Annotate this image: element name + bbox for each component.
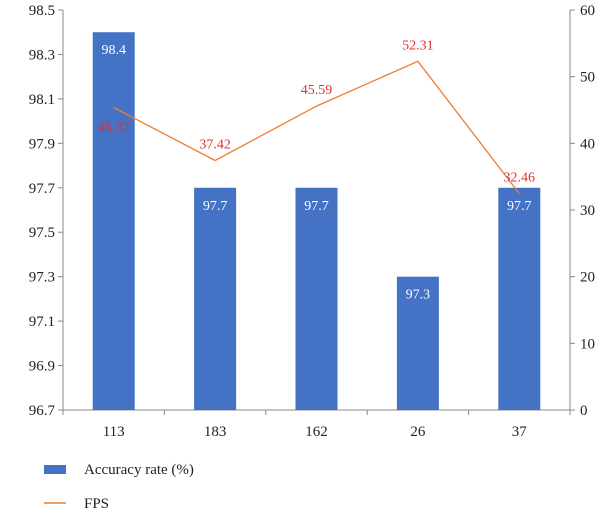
line-data-label: 52.31	[402, 38, 434, 53]
fps-line-group	[113, 60, 520, 194]
bar	[194, 187, 237, 410]
x-ticks: 113 183 162 26 37	[62, 410, 571, 440]
legend-label-fps: FPS	[84, 496, 109, 512]
legend-label-accuracy: Accuracy rate (%)	[84, 462, 194, 478]
legend-swatch-accuracy	[44, 465, 66, 474]
left-tick-label: 98.3	[29, 47, 55, 63]
x-tick-label: 113	[103, 424, 125, 440]
left-tick-label: 97.1	[29, 314, 55, 330]
left-tick-label: 98.5	[29, 3, 55, 19]
left-axis-ticks: 96.7 96.9 97.1 97.3 97.5 97.7 97.9 98.1 98.3 98.5	[29, 3, 63, 419]
line-data-label: 45.59	[301, 83, 333, 98]
x-tick-label: 26	[410, 424, 426, 440]
bar	[396, 276, 439, 410]
right-tick-label: 50	[580, 70, 595, 86]
right-tick-label: 20	[580, 270, 595, 286]
right-tick-label: 40	[580, 136, 595, 152]
bar-data-label: 97.7	[304, 199, 329, 214]
right-tick-label: 10	[580, 336, 595, 352]
left-tick-label: 96.9	[29, 359, 55, 375]
bars	[92, 32, 541, 410]
fps-line	[113, 60, 520, 194]
right-tick-label: 0	[580, 403, 588, 419]
right-tick-label: 30	[580, 203, 595, 219]
line-data-label: 37.42	[199, 138, 231, 153]
bar-data-label: 97.3	[406, 288, 431, 303]
bar-data-label: 97.7	[203, 199, 228, 214]
bar-data-label: 98.4	[101, 43, 126, 58]
left-tick-label: 97.3	[29, 270, 55, 286]
line-data-label: 45.37	[98, 121, 130, 136]
bar	[498, 187, 541, 410]
line-labels: 45.37 37.42 45.59 52.31 32.46	[98, 38, 535, 185]
right-tick-label: 60	[580, 3, 595, 19]
left-tick-label: 97.7	[29, 181, 56, 197]
left-tick-label: 97.9	[29, 136, 55, 152]
bar-data-label: 97.7	[507, 199, 532, 214]
left-tick-label: 98.1	[29, 92, 55, 108]
line-data-label: 32.46	[504, 171, 536, 186]
left-tick-label: 97.5	[29, 225, 55, 241]
bar-labels: 98.4 97.7 97.7 97.3 97.7	[101, 43, 531, 302]
x-tick-label: 183	[204, 424, 227, 440]
bar	[92, 32, 135, 410]
x-tick-label: 37	[512, 424, 528, 440]
legend: Accuracy rate (%) FPS	[44, 462, 194, 512]
left-tick-label: 96.7	[29, 403, 56, 419]
x-tick-label: 162	[305, 424, 328, 440]
bar	[295, 187, 338, 410]
right-axis-ticks: 0 10 20 30 40 50 60	[570, 3, 595, 419]
